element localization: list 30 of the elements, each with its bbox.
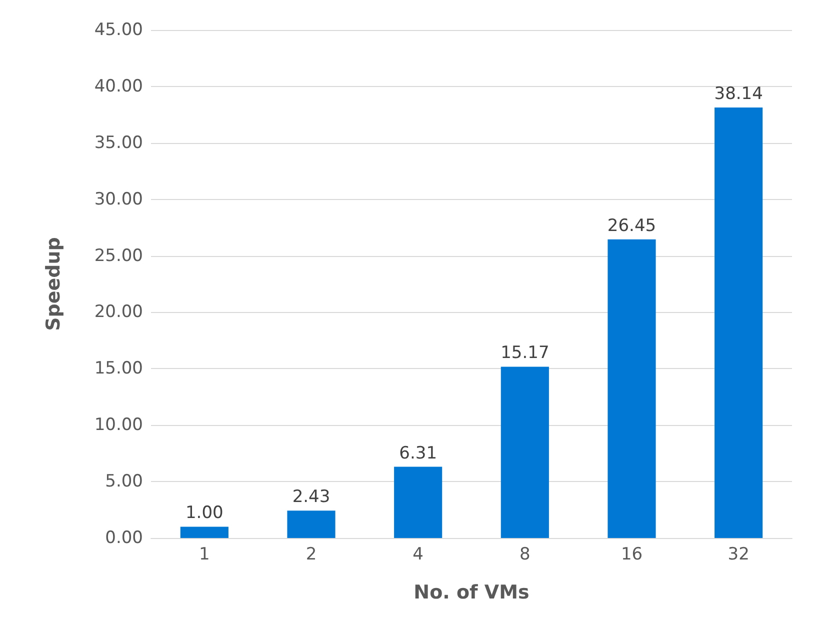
data-label: 26.45 bbox=[607, 216, 656, 236]
x-tick-label: 4 bbox=[412, 544, 424, 564]
bar bbox=[714, 107, 763, 538]
y-tick-label: 5.00 bbox=[105, 472, 143, 492]
y-tick-label: 45.00 bbox=[94, 20, 143, 40]
y-tick-label: 15.00 bbox=[94, 358, 143, 379]
x-tick-label: 16 bbox=[620, 544, 643, 564]
x-axis-title: No. of VMs bbox=[414, 582, 530, 604]
x-tick-label: 2 bbox=[306, 544, 317, 564]
x-tick-label: 32 bbox=[728, 544, 750, 564]
bar bbox=[180, 526, 228, 538]
bar bbox=[500, 366, 549, 538]
y-tick-label: 25.00 bbox=[94, 246, 143, 266]
bar bbox=[394, 466, 442, 538]
bar bbox=[608, 239, 656, 538]
bar bbox=[287, 510, 336, 538]
y-tick-label: 40.00 bbox=[94, 76, 143, 96]
data-label: 38.14 bbox=[714, 84, 763, 104]
data-label: 1.00 bbox=[185, 503, 224, 524]
data-label: 2.43 bbox=[292, 487, 330, 508]
x-tick-label: 1 bbox=[199, 544, 210, 564]
y-axis-title: Speedup bbox=[42, 237, 64, 331]
y-tick-label: 10.00 bbox=[94, 415, 143, 436]
x-tick-label: 8 bbox=[520, 544, 530, 564]
y-tick-label: 0.00 bbox=[105, 528, 143, 548]
data-label: 6.31 bbox=[399, 443, 438, 464]
y-tick-label: 30.00 bbox=[94, 189, 143, 210]
data-label: 15.17 bbox=[500, 343, 550, 364]
y-tick-label: 35.00 bbox=[94, 132, 143, 153]
y-tick-label: 20.00 bbox=[94, 302, 143, 322]
